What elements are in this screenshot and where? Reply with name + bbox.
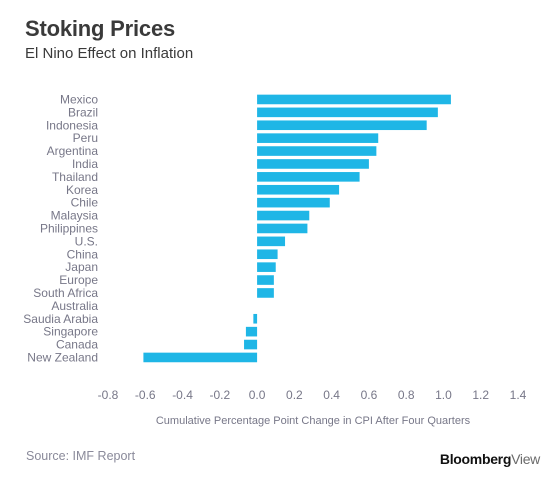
category-label: Australia — [51, 299, 98, 313]
category-label: South Africa — [33, 286, 98, 300]
category-label: Singapore — [43, 325, 98, 339]
category-label: Europe — [59, 273, 98, 287]
category-label: New Zealand — [27, 350, 98, 364]
bar — [257, 236, 286, 247]
bar — [253, 313, 258, 324]
x-tick-label: 1.0 — [435, 388, 452, 402]
brand-logo-bloomberg: Bloomberg — [439, 451, 512, 467]
chart-title: Stoking Prices — [25, 16, 176, 41]
bar — [257, 133, 379, 143]
x-axis-label: Cumulative Percentage Point Change in CP… — [156, 415, 471, 427]
bar — [143, 352, 258, 363]
bar — [257, 249, 278, 260]
chart-subtitle: El Nino Effect on Inflation — [25, 45, 194, 62]
x-tick-label: -0.6 — [135, 388, 156, 402]
x-tick-label: 0.6 — [361, 388, 378, 402]
category-label: Japan — [65, 260, 98, 274]
category-label: Argentina — [47, 144, 99, 158]
x-tick-label: 0.8 — [398, 388, 415, 402]
category-label: Malaysia — [51, 209, 99, 223]
x-tick-label: 0.4 — [323, 388, 340, 402]
bar — [257, 184, 340, 195]
category-label: Thailand — [52, 170, 98, 184]
category-label: Brazil — [68, 105, 98, 119]
bar — [257, 172, 360, 182]
category-label: Canada — [56, 338, 98, 352]
bar — [257, 197, 330, 208]
bar — [257, 120, 427, 131]
category-label: Korea — [66, 183, 98, 197]
bar — [257, 275, 274, 285]
category-label: Indonesia — [46, 118, 98, 132]
bar — [257, 210, 310, 221]
x-tick-label: -0.2 — [209, 388, 230, 402]
bar — [257, 288, 274, 298]
x-tick-label: 0.0 — [249, 388, 266, 402]
x-tick-label: 1.2 — [472, 388, 489, 402]
bar — [257, 262, 276, 272]
bar — [257, 146, 377, 156]
bar — [257, 107, 438, 118]
category-label: Mexico — [60, 92, 98, 106]
bar — [257, 223, 308, 234]
x-tick-label: -0.8 — [98, 388, 119, 402]
category-label: Saudia Arabia — [23, 312, 98, 326]
category-label: China — [67, 247, 99, 261]
source-note: Source: IMF Report — [26, 449, 136, 463]
x-tick-label: 0.2 — [286, 388, 303, 402]
x-tick-label: -0.4 — [172, 388, 193, 402]
category-label: Philippines — [40, 221, 98, 235]
category-label: Chile — [71, 196, 99, 210]
category-label: U.S. — [75, 234, 98, 248]
x-tick-label: 1.4 — [510, 388, 527, 402]
brand-logo-view: View — [511, 451, 540, 467]
bar — [257, 159, 369, 169]
bar — [244, 339, 258, 350]
category-label: Peru — [73, 131, 98, 145]
brand-logo: BloombergView — [440, 451, 540, 467]
bar — [257, 94, 451, 105]
category-label: India — [72, 157, 98, 171]
bar-chart: MexicoBrazilIndonesiaPeruArgentinaIndiaT… — [23, 92, 527, 427]
bar — [245, 326, 258, 337]
